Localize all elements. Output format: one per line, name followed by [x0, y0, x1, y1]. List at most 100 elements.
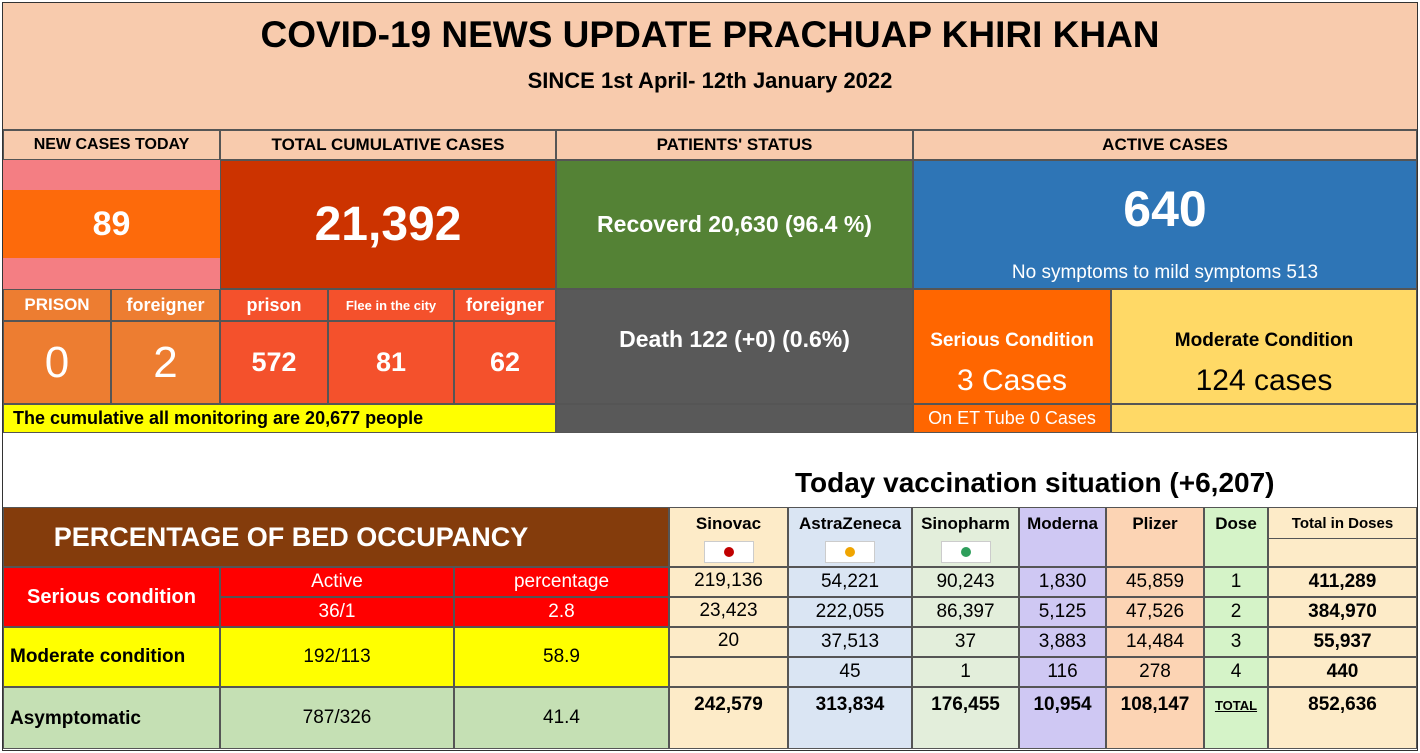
vaccine-cell-dose: 4: [1204, 657, 1268, 687]
vaccine-total-sinopharm: 176,455: [912, 687, 1019, 749]
new-foreigner-value: 2: [111, 321, 220, 404]
section-total-cumulative: TOTAL CUMULATIVE CASES: [220, 130, 556, 160]
status-footer: [556, 404, 913, 433]
bed-occupancy-title: PERCENTAGE OF BED OCCUPANCY: [3, 507, 669, 567]
moderate-active-value: 192/113: [220, 627, 454, 687]
vaccine-cell-pfizer: 45,859: [1106, 567, 1204, 597]
vaccine-cell-total-doses: 411,289: [1268, 567, 1417, 597]
new-cases-band-bottom: [3, 258, 220, 289]
serious-percentage-value: 2.8: [454, 597, 669, 627]
vaccine-cell-pfizer: 14,484: [1106, 627, 1204, 657]
serious-active-value: 36/1: [220, 597, 454, 627]
vaccine-header-pfizer: Plizer: [1106, 507, 1204, 567]
active-mild-text: No symptoms to mild symptoms 513: [1011, 262, 1319, 283]
vaccine-header-label: Sinovac: [695, 514, 762, 533]
vaccine-header-label: Sinopharm: [921, 514, 1010, 533]
et-tube-text: On ET Tube 0 Cases: [913, 404, 1111, 433]
bed-percentage-header: percentage: [454, 567, 669, 597]
vaccine-cell-moderna: 1,830: [1019, 567, 1106, 597]
new-cases-value: 89: [3, 190, 220, 258]
vaccine-cell-sinopharm: 1: [912, 657, 1019, 687]
vaccine-cell-pfizer: 47,526: [1106, 597, 1204, 627]
active-cases-value: 640: [1123, 181, 1207, 237]
vaccine-header-sinovac: Sinovac: [669, 507, 788, 567]
logo-mark-icon: [845, 547, 855, 557]
new-cases-band-top: [3, 160, 220, 190]
section-new-cases-today: NEW CASES TODAY: [3, 130, 220, 160]
logo-mark-icon: [723, 547, 734, 557]
vaccine-cell-moderna: 116: [1019, 657, 1106, 687]
vaccine-header-total-doses: Total in Doses: [1268, 507, 1417, 567]
vaccine-cell-dose: 1: [1204, 567, 1268, 597]
moderate-condition-box: [1111, 289, 1417, 404]
page-subtitle: SINCE 1st April- 12th January 2022: [527, 68, 893, 93]
section-active-cases: ACTIVE CASES: [913, 130, 1417, 160]
vaccination-table: Sinovac 219,136 23,423 20 242,579 AstraZeneca…: [669, 507, 1417, 749]
vaccine-cell-astrazeneca: 37,513: [788, 627, 912, 657]
asymptomatic-percentage-value: 41.4: [454, 687, 669, 749]
vaccine-header-label: Moderna: [1027, 514, 1098, 533]
logo-mark-icon: [960, 547, 971, 557]
recovered-status: Recoverd 20,630 (96.4 %): [556, 160, 913, 289]
vaccine-total-moderna: 10,954: [1019, 687, 1106, 749]
vaccine-cell-total-doses: 440: [1268, 657, 1417, 687]
moderate-condition-value: 124 cases: [1195, 364, 1333, 397]
vaccine-cell-astrazeneca: 222,055: [788, 597, 912, 627]
cumulative-foreigner-label: foreigner: [454, 289, 556, 321]
moderate-footer: [1111, 404, 1417, 433]
vaccine-cell-sinopharm: 90,243: [912, 567, 1019, 597]
active-cases-box: [913, 160, 1417, 289]
vaccination-title: Today vaccination situation (+6,207): [795, 467, 1275, 498]
serious-condition-label: Serious Condition: [930, 330, 1094, 351]
vaccine-total-astrazeneca: 313,834: [788, 687, 912, 749]
vaccine-header-sinopharm: Sinopharm: [912, 507, 1019, 567]
vaccine-cell-moderna: 5,125: [1019, 597, 1106, 627]
asymptomatic-row-label: Asymptomatic: [3, 687, 220, 749]
vaccine-header-label: AstraZeneca: [798, 514, 902, 533]
cumulative-prison-label: prison: [220, 289, 328, 321]
vaccine-cell-dose: 3: [1204, 627, 1268, 657]
asymptomatic-active-value: 787/326: [220, 687, 454, 749]
serious-condition-value: 3 Cases: [956, 364, 1068, 397]
vaccine-cell-dose: 2: [1204, 597, 1268, 627]
cumulative-flee-label: Flee in the city: [328, 289, 454, 321]
vaccine-cell-sinovac: 23,423: [669, 597, 788, 627]
vaccine-cell-moderna: 3,883: [1019, 627, 1106, 657]
vaccine-total-total-doses: 852,636: [1268, 687, 1417, 749]
new-prison-label: PRISON: [3, 289, 111, 321]
new-prison-value: 0: [3, 321, 111, 404]
cumulative-foreigner-value: 62: [454, 321, 556, 404]
vaccine-header-label: Total in Doses: [1269, 508, 1416, 539]
vaccine-header-moderna: Moderna: [1019, 507, 1106, 567]
vaccine-total-dose: TOTAL: [1204, 687, 1268, 749]
vaccine-cell-sinovac: [669, 657, 788, 687]
serious-condition-row-label: Serious condition: [3, 567, 220, 627]
vaccine-header-astrazeneca: AstraZeneca: [788, 507, 912, 567]
vaccine-cell-sinopharm: 37: [912, 627, 1019, 657]
sinovac-logo-icon: [703, 541, 754, 563]
moderate-condition-row-label: Moderate condition: [3, 627, 220, 687]
cumulative-value: 21,392: [220, 160, 556, 289]
death-status: Death 122 (+0) (0.6%): [556, 289, 913, 404]
vaccine-cell-astrazeneca: 45: [788, 657, 912, 687]
vaccine-total-pfizer: 108,147: [1106, 687, 1204, 749]
header-banner: [3, 3, 1417, 130]
monitoring-text: The cumulative all monitoring are 20,677…: [3, 404, 556, 433]
astrazeneca-logo-icon: [825, 541, 875, 563]
cumulative-flee-value: 81: [328, 321, 454, 404]
vaccine-cell-sinopharm: 86,397: [912, 597, 1019, 627]
sinopharm-logo-icon: [940, 541, 991, 563]
section-patients-status: PATIENTS' STATUS: [556, 130, 913, 160]
vaccine-header-label: Dose: [1215, 514, 1257, 533]
vaccine-header-label: Plizer: [1132, 514, 1178, 533]
vaccine-cell-total-doses: 55,937: [1268, 627, 1417, 657]
vaccine-header-dose: Dose: [1204, 507, 1268, 567]
page-title: COVID-19 NEWS UPDATE PRACHUAP KHIRI KHAN: [260, 14, 1160, 55]
serious-condition-box: [913, 289, 1111, 404]
vaccine-cell-sinovac: 20: [669, 627, 788, 657]
new-foreigner-label: foreigner: [111, 289, 220, 321]
vaccine-cell-astrazeneca: 54,221: [788, 567, 912, 597]
cumulative-prison-value: 572: [220, 321, 328, 404]
bed-active-header: Active: [220, 567, 454, 597]
vaccine-cell-sinovac: 219,136: [669, 567, 788, 597]
